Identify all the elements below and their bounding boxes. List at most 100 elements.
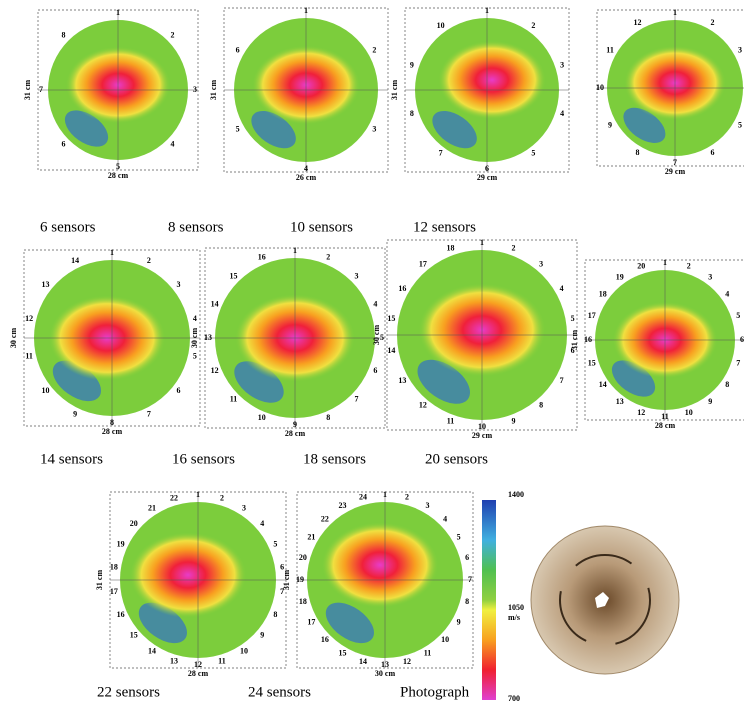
sensor-label: 2 [372,45,376,54]
sensor-label: 6 [176,386,180,395]
colorbar-max: 1400 [508,490,524,499]
sensor-label: 15 [229,271,237,280]
sensor-label: 21 [307,532,315,541]
sensor-label: 20 [130,519,138,528]
sensor-label: 2 [170,30,174,39]
sensor-label: 9 [410,60,414,69]
width-label: 26 cm [296,173,317,182]
sensor-label: 8 [326,413,330,422]
tomogram: 12345678910111213141516171829 cm30 cm [372,238,577,440]
sensor-label: 3 [539,259,543,268]
sensor-label: 15 [339,648,347,657]
sensor-label: 17 [110,587,118,596]
sensor-label: 10 [478,422,486,431]
sensor-label: 10 [596,83,604,92]
sensor-label: 1 [116,8,120,17]
figure: 1400 1050 m/s 700 1234567828 cm31 cm1234… [0,0,744,704]
sensor-label: 12 [634,18,642,27]
tomogram: 123456789101112131415161718192028 cm31 c… [570,258,744,430]
sensor-label: 4 [560,109,564,118]
sensor-label: 18 [299,597,307,606]
sensor-label: 4 [170,139,174,148]
sensor-label: 1 [663,258,667,267]
sensor-label: 7 [468,575,472,584]
sensor-label: 4 [443,515,447,524]
sensor-label: 18 [110,563,118,572]
sensor-label: 15 [130,630,138,639]
sensor-label: 3 [560,60,564,69]
sensor-label: 16 [258,252,266,261]
height-label: 31 cm [570,330,579,351]
sensor-label: 13 [398,376,406,385]
sensor-label: 1 [110,248,114,257]
sensor-label: 9 [708,397,712,406]
sensor-label: 17 [307,617,315,626]
caption: 10 sensors [290,219,353,235]
tomogram: 1234567891029 cm31 cm [390,6,569,182]
width-label: 29 cm [472,431,493,440]
sensor-label: 4 [304,164,308,173]
height-label: 31 cm [95,570,104,591]
width-label: 29 cm [665,167,686,176]
caption: 8 sensors [168,219,224,235]
height-label: 30 cm [372,325,381,346]
sensor-label: 20 [299,553,307,562]
sensor-label: 4 [260,519,264,528]
sensor-label: 7 [439,149,443,158]
sensor-label: 5 [736,311,740,320]
width-label: 30 cm [375,669,396,678]
sensor-label: 5 [738,120,742,129]
sensor-label: 1 [480,238,484,247]
sensor-label: 11 [447,416,455,425]
height-label: 30 cm [190,328,199,349]
sensor-label: 3 [426,501,430,510]
sensor-label: 1 [196,490,200,499]
tomogram: 1234567891011121314151628 cm30 cm [190,246,385,438]
colorbar-mid: 1050 [508,603,524,612]
height-label: 31 cm [282,570,291,591]
sensor-label: 11 [606,45,614,54]
sensor-label: 17 [588,311,596,320]
sensor-label: 10 [240,646,248,655]
sensor-label: 15 [387,314,395,323]
sensor-label: 8 [636,148,640,157]
sensor-label: 4 [725,290,729,299]
sensor-label: 9 [260,630,264,639]
caption: 18 sensors [303,451,366,467]
sensor-label: 11 [661,412,669,421]
sensor-label: 5 [531,149,535,158]
sensor-label: 12 [211,366,219,375]
sensor-label: 1 [485,6,489,15]
sensor-label: 14 [71,256,79,265]
sensor-label: 14 [211,300,219,309]
sensor-label: 16 [398,284,406,293]
sensor-label: 13 [204,333,212,342]
sensor-label: 2 [147,256,151,265]
sensor-label: 6 [62,139,66,148]
sensor-label: 4 [373,300,377,309]
width-label: 28 cm [285,429,306,438]
sensor-label: 11 [230,394,238,403]
sensor-label: 5 [571,314,575,323]
sensor-label: 12 [25,314,33,323]
sensor-label: 10 [441,635,449,644]
sensor-label: 4 [193,314,197,323]
photograph [531,526,679,674]
sensor-label: 9 [608,120,612,129]
sensor-label: 9 [293,420,297,429]
sensor-label: 19 [616,273,624,282]
sensor-label: 8 [539,400,543,409]
sensor-label: 7 [560,376,564,385]
caption: 20 sensors [425,451,488,467]
sensor-label: 19 [117,540,125,549]
sensor-label: 15 [588,359,596,368]
sensor-label: 13 [616,397,624,406]
sensor-label: 7 [736,359,740,368]
sensor-label: 7 [355,394,359,403]
sensor-label: 1 [383,490,387,499]
sensor-label: 11 [25,352,33,361]
sensor-label: 9 [511,416,515,425]
